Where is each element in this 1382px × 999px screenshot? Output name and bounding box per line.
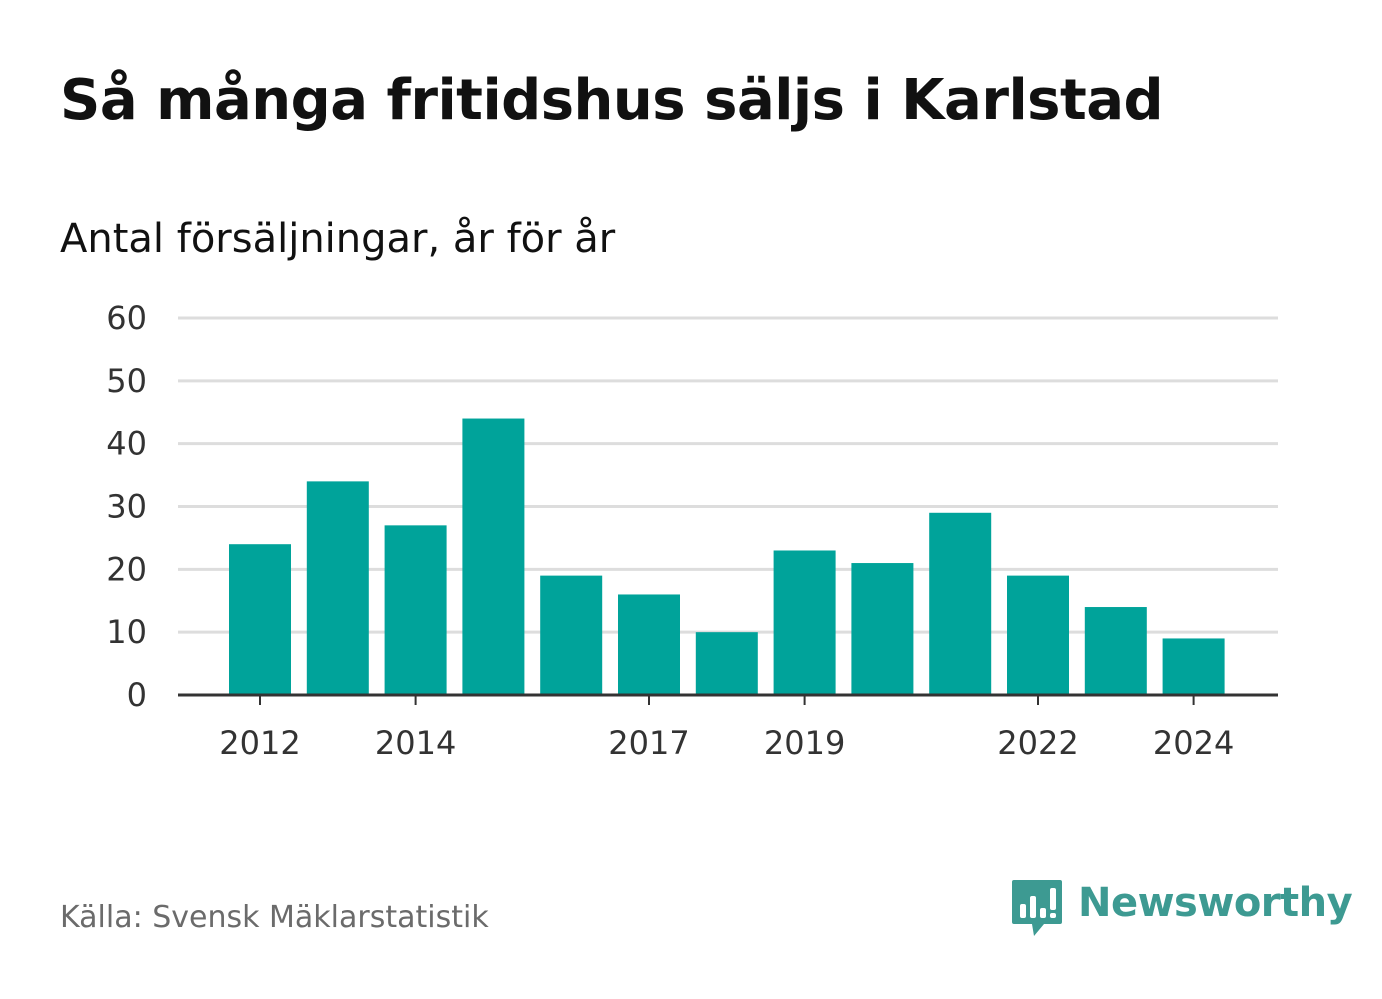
y-tick-label-10: 10 — [106, 613, 147, 651]
y-tick-label-40: 40 — [106, 425, 147, 463]
x-tick-label-2024: 2024 — [1153, 724, 1234, 762]
bar-2016 — [540, 575, 603, 695]
y-tick-label-0: 0 — [127, 676, 147, 714]
bars — [229, 418, 1225, 695]
chart-subtitle: Antal försäljningar, år för år — [60, 216, 616, 262]
bar-2022 — [1007, 575, 1069, 695]
y-tick-label-60: 60 — [106, 299, 147, 337]
bar-2014 — [384, 525, 447, 695]
newsworthy-logo-text: Newsworthy — [1078, 880, 1353, 926]
bar-2019 — [773, 550, 836, 695]
x-tick-label-2017: 2017 — [608, 724, 689, 762]
chart-title: Så många fritidshus säljs i Karlstad — [60, 68, 1164, 133]
bar-2015 — [462, 418, 525, 695]
y-tick-label-50: 50 — [106, 362, 147, 400]
y-tick-label-20: 20 — [106, 550, 147, 588]
bar-2013 — [306, 481, 369, 695]
newsworthy-chart-bubble-icon — [1012, 880, 1062, 936]
bar-2020 — [851, 563, 914, 695]
y-axis-labels: 0 10 20 30 40 50 60 — [106, 299, 147, 714]
x-axis-labels: 2012 2014 2017 2019 2022 2024 — [219, 724, 1234, 762]
x-axis — [178, 693, 1278, 705]
bar-2012 — [229, 544, 291, 695]
bar-2017 — [618, 594, 680, 695]
bar-2024 — [1162, 638, 1225, 695]
bar-2023 — [1084, 607, 1147, 695]
bar-2018 — [695, 632, 758, 695]
bar-2021 — [929, 512, 992, 695]
y-tick-label-30: 30 — [106, 488, 147, 526]
x-tick-label-2012: 2012 — [219, 724, 300, 762]
x-tick-label-2014: 2014 — [375, 724, 456, 762]
x-tick-label-2022: 2022 — [997, 724, 1078, 762]
newsworthy-logo: Newsworthy — [1010, 878, 1353, 940]
source-note: Källa: Svensk Mäklarstatistik — [60, 900, 489, 935]
x-tick-label-2019: 2019 — [764, 724, 845, 762]
